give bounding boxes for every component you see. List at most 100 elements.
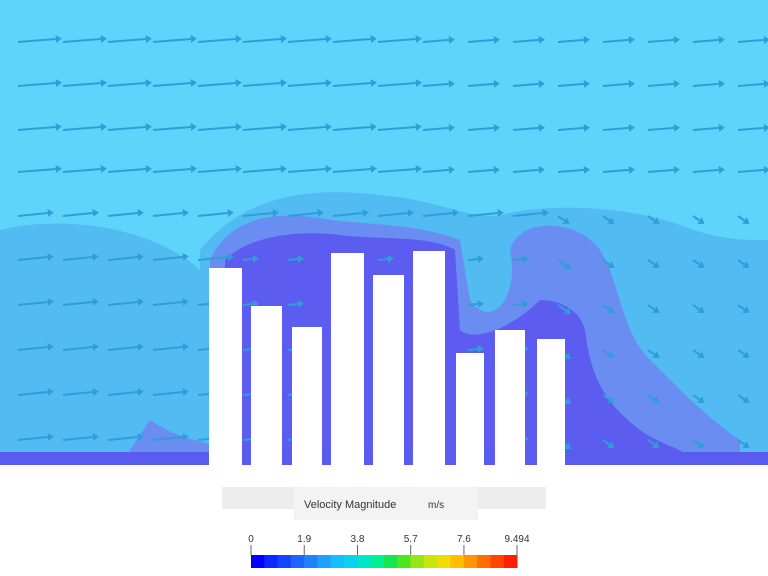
arrow-head xyxy=(673,35,680,44)
arrow-shaft xyxy=(467,258,479,261)
arrow-shaft xyxy=(692,259,701,266)
colorbar-segment xyxy=(317,555,332,568)
arrow-shaft xyxy=(692,304,701,311)
velocity-zone xyxy=(0,223,210,465)
arrow-shaft xyxy=(17,391,48,396)
arrow-shaft xyxy=(152,81,191,87)
arrow-shaft xyxy=(152,37,191,43)
arrow-shaft xyxy=(62,346,93,351)
arrow-shaft xyxy=(17,212,48,217)
arrow-head xyxy=(47,388,54,396)
arrow-head xyxy=(252,255,259,263)
colorbar-segment xyxy=(251,555,265,568)
arrow-shaft xyxy=(152,212,183,217)
arrow-shaft xyxy=(287,258,299,261)
arrow-shaft xyxy=(557,38,584,43)
arrow-head xyxy=(673,79,680,88)
arrow-shaft xyxy=(602,394,611,401)
arrow-head xyxy=(538,79,545,88)
arrow-head xyxy=(697,351,705,358)
arrow-head xyxy=(415,164,422,173)
arrow-head xyxy=(583,35,590,44)
arrow-shaft xyxy=(242,81,281,87)
arrow-shaft xyxy=(197,212,228,217)
arrow-shaft xyxy=(422,212,453,217)
arrow-head xyxy=(407,209,414,217)
arrow-shaft xyxy=(737,394,746,401)
arrow-shaft xyxy=(467,126,494,131)
building xyxy=(495,330,525,465)
arrow-head xyxy=(137,433,144,441)
arrow-shaft xyxy=(557,259,567,267)
arrow-shaft xyxy=(62,81,101,87)
arrow-head xyxy=(718,79,725,88)
arrow-shaft xyxy=(557,126,584,131)
arrow-head xyxy=(145,78,152,87)
arrow-shaft xyxy=(422,82,449,87)
arrow-shaft xyxy=(737,82,764,87)
colorbar-segment xyxy=(290,555,305,568)
arrow-head xyxy=(100,34,107,43)
arrow-head xyxy=(742,351,750,358)
building xyxy=(251,306,282,465)
colorbar-tick-label: 1.9 xyxy=(297,534,311,545)
arrow-shaft xyxy=(152,256,183,261)
arrow-shaft xyxy=(467,303,479,306)
arrow-head xyxy=(55,78,62,87)
arrow-head xyxy=(362,209,369,217)
arrow-head xyxy=(227,253,234,261)
arrow-head xyxy=(182,209,189,217)
arrow-shaft xyxy=(512,38,539,43)
arrow-head xyxy=(763,35,768,44)
arrow-shaft xyxy=(332,212,363,217)
colorbar-segment xyxy=(330,555,345,568)
arrow-shaft xyxy=(647,259,656,266)
arrow-shaft xyxy=(557,82,584,87)
building xyxy=(413,251,445,465)
arrow-head xyxy=(673,123,680,132)
arrow-head xyxy=(652,306,660,313)
arrow-shaft xyxy=(287,303,299,306)
arrow-head xyxy=(92,298,99,306)
arrow-shaft xyxy=(737,349,746,356)
arrow-shaft xyxy=(62,125,101,131)
arrow-shaft xyxy=(17,81,56,87)
arrow-head xyxy=(742,441,750,448)
arrow-head xyxy=(563,442,572,450)
arrow-shaft xyxy=(377,258,389,261)
building xyxy=(292,327,322,465)
arrow-shaft xyxy=(152,346,183,351)
arrow-shaft xyxy=(152,436,183,441)
arrow-shaft xyxy=(557,168,584,173)
arrow-head xyxy=(477,345,484,353)
arrow-shaft xyxy=(332,37,371,43)
arrow-head xyxy=(47,253,54,261)
arrow-shaft xyxy=(107,256,138,261)
arrow-head xyxy=(563,352,572,360)
arrow-head xyxy=(297,300,304,308)
arrow-shaft xyxy=(467,38,494,43)
legend-header-tab xyxy=(294,487,478,520)
colorbar-segment xyxy=(370,555,385,568)
arrow-head xyxy=(448,123,455,132)
arrow-head xyxy=(370,164,377,173)
arrow-head xyxy=(182,298,189,306)
arrow-shaft xyxy=(512,82,539,87)
arrow-shaft xyxy=(602,215,611,222)
colorbar-segment xyxy=(344,555,358,568)
arrow-shaft xyxy=(692,38,719,43)
arrow-shaft xyxy=(242,37,281,43)
arrow-head xyxy=(742,396,750,403)
arrow-head xyxy=(415,122,422,131)
vector-arrows xyxy=(17,34,768,450)
arrow-head xyxy=(742,261,750,268)
arrow-head xyxy=(370,34,377,43)
arrow-head xyxy=(607,441,615,448)
arrow-head xyxy=(55,34,62,43)
arrow-head xyxy=(325,122,332,131)
arrow-head xyxy=(415,78,422,87)
arrow-head xyxy=(628,165,635,174)
arrow-head xyxy=(235,78,242,87)
arrow-shaft xyxy=(197,81,236,87)
